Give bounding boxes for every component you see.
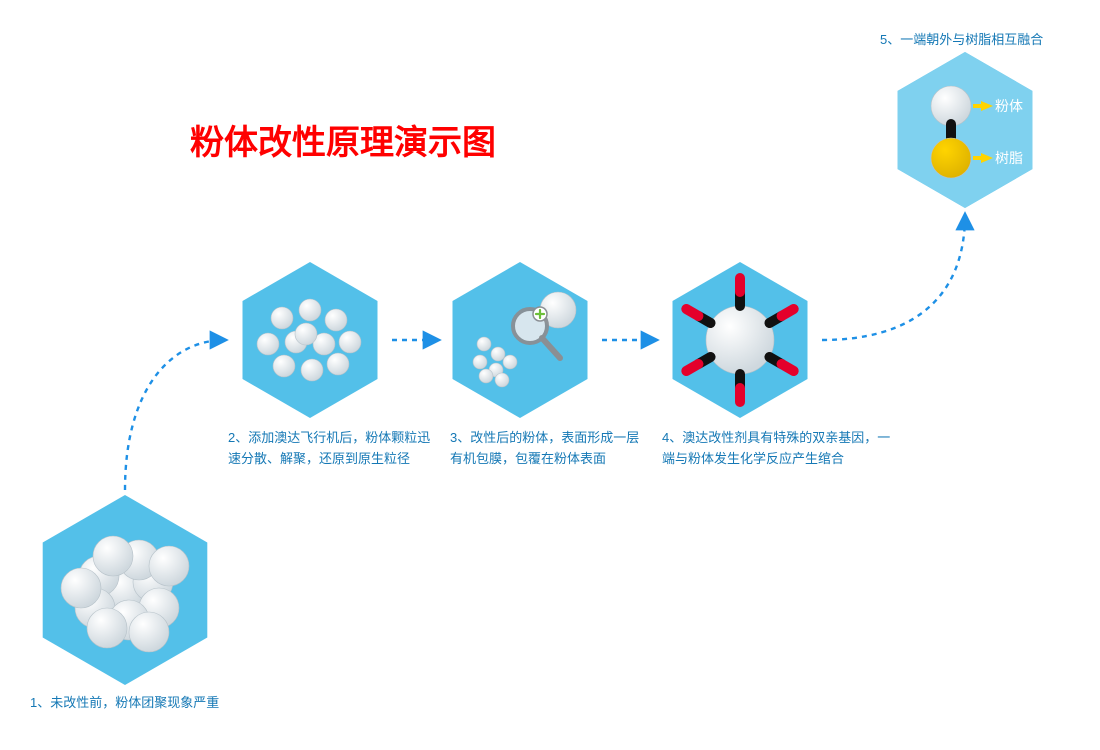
svg-text:粉体: 粉体: [995, 99, 1023, 115]
svg-text:树脂: 树脂: [995, 151, 1023, 167]
caption-2: 2、添加澳达飞行机后，粉体颗粒迅速分散、解聚，还原到原生粒径: [228, 428, 438, 470]
hex-node-5: 粉体树脂: [898, 52, 1033, 208]
caption-1: 1、未改性前，粉体团聚现象严重: [30, 693, 270, 714]
caption-5: 5、一端朝外与树脂相互融合: [880, 30, 1090, 51]
caption-3: 3、改性后的粉体，表面形成一层有机包膜，包覆在粉体表面: [450, 428, 650, 470]
hex-node-2: [243, 262, 378, 418]
hex-node-3: [453, 262, 588, 418]
hex-node-4: [673, 262, 808, 418]
hex-node-1: [43, 495, 208, 685]
caption-4: 4、澳达改性剂具有特殊的双亲基因，一端与粉体发生化学反应产生绾合: [662, 428, 902, 470]
diagram-canvas: 粉体树脂: [0, 0, 1100, 750]
